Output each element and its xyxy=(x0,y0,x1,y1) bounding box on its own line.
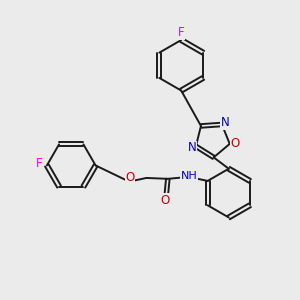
Text: N: N xyxy=(221,116,230,130)
Text: O: O xyxy=(125,171,135,184)
Text: O: O xyxy=(160,194,170,207)
Text: O: O xyxy=(230,137,240,150)
Text: F: F xyxy=(178,26,184,39)
Text: NH: NH xyxy=(181,171,198,181)
Text: F: F xyxy=(36,158,43,170)
Text: N: N xyxy=(188,141,197,154)
